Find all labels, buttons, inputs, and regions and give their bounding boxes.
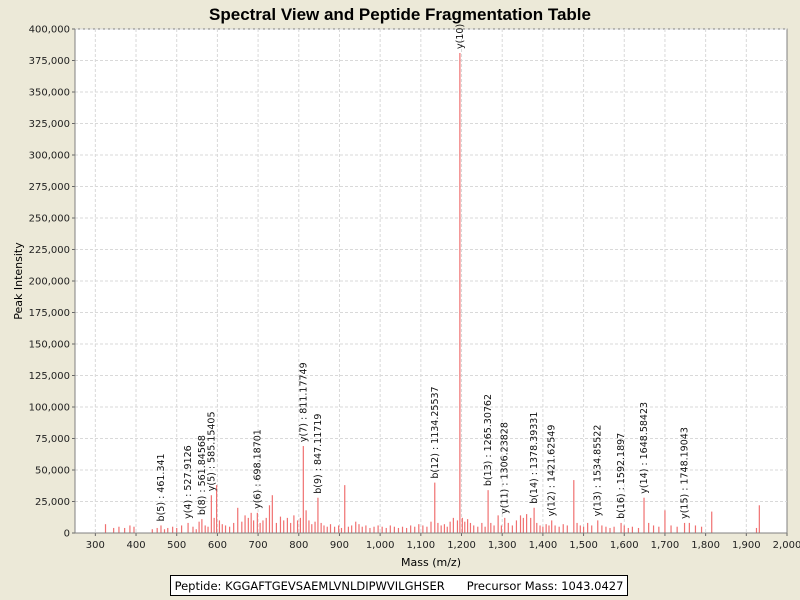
grid-lines <box>75 28 787 533</box>
peak-annotation: b(16) : 1592.1897 <box>616 433 627 519</box>
x-tick-label: 2,000 <box>773 540 800 551</box>
axes: 0 25,000 50,000 75,000 100,000 125,000 150,000… <box>29 25 800 552</box>
spectrum-chart: Spectral View and Peptide Fragmentation … <box>12 5 800 569</box>
y-tick-label: 250,000 <box>29 214 70 225</box>
y-tick-label: 150,000 <box>29 340 70 351</box>
x-tick-label: 1,100 <box>407 540 436 551</box>
peptide-sequence: Peptide: KGGAFTGEVSAEMLVNLDIPWVILGHSER <box>174 578 445 593</box>
peak-annotation: y(13) : 1534.85522 <box>593 425 604 517</box>
peak-annotation: y(5) : 585.15405 <box>206 411 217 491</box>
x-tick-label: 700 <box>249 540 268 551</box>
peak-annotation: b(14) : 1378.39331 <box>529 412 540 504</box>
y-tick-label: 325,000 <box>29 119 70 130</box>
peak-annotation: y(10) <box>455 24 466 49</box>
x-tick-label: 500 <box>167 540 186 551</box>
peak-annotation: b(9) : 847.11719 <box>313 414 324 494</box>
peak-annotation: y(12) : 1421.62549 <box>547 425 558 517</box>
peak-annotation: y(4) : 527.9126 <box>183 445 194 519</box>
y-tick-label: 0 <box>64 529 70 540</box>
peak-annotation: y(7) : 811.17749 <box>298 362 309 442</box>
x-tick-label: 1,700 <box>651 540 680 551</box>
y-tick-label: 375,000 <box>29 56 70 67</box>
peak-annotation: b(8) : 561.84568 <box>197 435 208 515</box>
y-tick-label: 125,000 <box>29 371 70 382</box>
y-axis-label: Peak Intensity <box>12 242 25 320</box>
x-tick-label: 1,300 <box>488 540 517 551</box>
y-tick-label: 50,000 <box>35 466 70 477</box>
y-tick-label: 100,000 <box>29 403 70 414</box>
y-tick-label: 400,000 <box>29 25 70 36</box>
x-tick-label: 1,900 <box>732 540 761 551</box>
x-tick-label: 1,200 <box>447 540 476 551</box>
x-tick-label: 600 <box>208 540 227 551</box>
x-tick-label: 1,000 <box>366 540 395 551</box>
x-tick-label: 1,500 <box>569 540 598 551</box>
y-tick-label: 350,000 <box>29 88 70 99</box>
peak-annotation: y(11) : 1306.23828 <box>500 422 511 514</box>
x-tick-label: 900 <box>330 540 349 551</box>
peak-annotation: y(14) : 1648.58423 <box>639 402 650 494</box>
x-tick-label: 300 <box>86 540 105 551</box>
peak-annotation: b(12) : 1134.25537 <box>430 386 441 478</box>
peak-annotation: y(6) : 698.18701 <box>252 429 263 509</box>
chart-title: Spectral View and Peptide Fragmentation … <box>209 5 591 24</box>
y-tick-label: 225,000 <box>29 245 70 256</box>
peptide-info-box: Peptide: KGGAFTGEVSAEMLVNLDIPWVILGHSER P… <box>170 575 628 596</box>
y-tick-label: 275,000 <box>29 182 70 193</box>
x-axis-label: Mass (m/z) <box>401 556 461 569</box>
y-tick-label: 175,000 <box>29 308 70 319</box>
y-tick-label: 300,000 <box>29 151 70 162</box>
peak-annotations: b(5) : 461.341 y(4) : 527.9126 b(8) : 561.… <box>156 24 691 522</box>
peak-annotation: b(13) : 1265.30762 <box>483 394 494 486</box>
x-tick-label: 1,400 <box>529 540 558 551</box>
y-tick-label: 25,000 <box>35 497 70 508</box>
peak-annotation: y(15) : 1748.19043 <box>680 427 691 519</box>
peak-annotation: b(5) : 461.341 <box>156 453 167 521</box>
x-tick-label: 800 <box>289 540 308 551</box>
precursor-mass: Precursor Mass: 1043.0427 <box>466 578 624 593</box>
x-tick-label: 1,600 <box>610 540 639 551</box>
x-tick-label: 1,800 <box>691 540 720 551</box>
peak-bars <box>104 52 760 533</box>
y-tick-label: 75,000 <box>35 434 70 445</box>
y-tick-label: 200,000 <box>29 277 70 288</box>
x-tick-label: 400 <box>126 540 145 551</box>
